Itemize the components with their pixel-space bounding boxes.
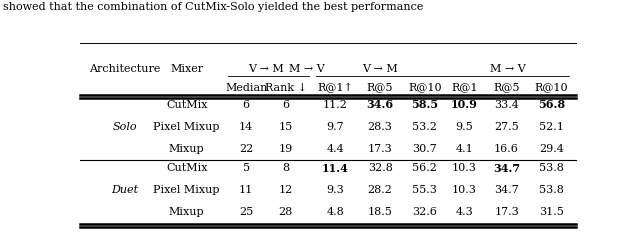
Text: R@5: R@5	[493, 83, 520, 93]
Text: V → M: V → M	[248, 64, 284, 74]
Text: showed that the combination of CutMix-Solo yielded the best performance: showed that the combination of CutMix-So…	[3, 2, 424, 12]
Text: Median: Median	[225, 83, 268, 93]
Text: 6: 6	[282, 100, 289, 110]
Text: R@10: R@10	[534, 83, 568, 93]
Text: 27.5: 27.5	[494, 122, 519, 132]
Text: 31.5: 31.5	[539, 207, 564, 217]
Text: 22: 22	[239, 144, 253, 153]
Text: Rank ↓: Rank ↓	[265, 83, 307, 93]
Text: 10.3: 10.3	[452, 164, 477, 173]
Text: 14: 14	[239, 122, 253, 132]
Text: 56.2: 56.2	[412, 164, 437, 173]
Text: 9.5: 9.5	[456, 122, 473, 132]
Text: CutMix: CutMix	[166, 100, 207, 110]
Text: 28.2: 28.2	[367, 185, 392, 195]
Text: 52.1: 52.1	[539, 122, 564, 132]
Text: 4.4: 4.4	[326, 144, 344, 153]
Text: Duet: Duet	[111, 185, 138, 195]
Text: 58.5: 58.5	[411, 99, 438, 110]
Text: 15: 15	[278, 122, 293, 132]
Text: 4.1: 4.1	[456, 144, 473, 153]
Text: 11: 11	[239, 185, 253, 195]
Text: 29.4: 29.4	[539, 144, 564, 153]
Text: 4.3: 4.3	[456, 207, 473, 217]
Text: 25: 25	[239, 207, 253, 217]
Text: 55.3: 55.3	[412, 185, 437, 195]
Text: 11.2: 11.2	[323, 100, 348, 110]
Text: 6: 6	[243, 100, 250, 110]
Text: R@1↑: R@1↑	[317, 83, 353, 93]
Text: Pixel Mixup: Pixel Mixup	[154, 185, 220, 195]
Text: 34.6: 34.6	[367, 99, 394, 110]
Text: 10.9: 10.9	[451, 99, 478, 110]
Text: 53.8: 53.8	[539, 164, 564, 173]
Text: R@10: R@10	[408, 83, 442, 93]
Text: M → V: M → V	[490, 64, 525, 74]
Text: Solo: Solo	[113, 122, 137, 132]
Text: 12: 12	[278, 185, 293, 195]
Text: 33.4: 33.4	[494, 100, 519, 110]
Text: 53.2: 53.2	[412, 122, 437, 132]
Text: 28: 28	[278, 207, 293, 217]
Text: 17.3: 17.3	[368, 144, 392, 153]
Text: M → V: M → V	[289, 64, 324, 74]
Text: CutMix: CutMix	[166, 164, 207, 173]
Text: 28.3: 28.3	[367, 122, 392, 132]
Text: Mixup: Mixup	[169, 144, 204, 153]
Text: 32.8: 32.8	[367, 164, 392, 173]
Text: 53.8: 53.8	[539, 185, 564, 195]
Text: Mixup: Mixup	[169, 207, 204, 217]
Text: 19: 19	[278, 144, 293, 153]
Text: 11.4: 11.4	[322, 163, 349, 174]
Text: V → M: V → M	[362, 64, 398, 74]
Text: 18.5: 18.5	[367, 207, 392, 217]
Text: 17.3: 17.3	[494, 207, 519, 217]
Text: Mixer: Mixer	[170, 64, 204, 74]
Text: 34.7: 34.7	[493, 163, 520, 174]
Text: 30.7: 30.7	[412, 144, 437, 153]
Text: Architecture: Architecture	[89, 64, 161, 74]
Text: 9.7: 9.7	[326, 122, 344, 132]
Text: 5: 5	[243, 164, 250, 173]
Text: 34.7: 34.7	[494, 185, 519, 195]
Text: 32.6: 32.6	[412, 207, 437, 217]
Text: 8: 8	[282, 164, 289, 173]
Text: 10.3: 10.3	[452, 185, 477, 195]
Text: 4.8: 4.8	[326, 207, 344, 217]
Text: R@5: R@5	[367, 83, 394, 93]
Text: 56.8: 56.8	[538, 99, 564, 110]
Text: 16.6: 16.6	[494, 144, 519, 153]
Text: Pixel Mixup: Pixel Mixup	[154, 122, 220, 132]
Text: 9.3: 9.3	[326, 185, 344, 195]
Text: R@1: R@1	[451, 83, 477, 93]
